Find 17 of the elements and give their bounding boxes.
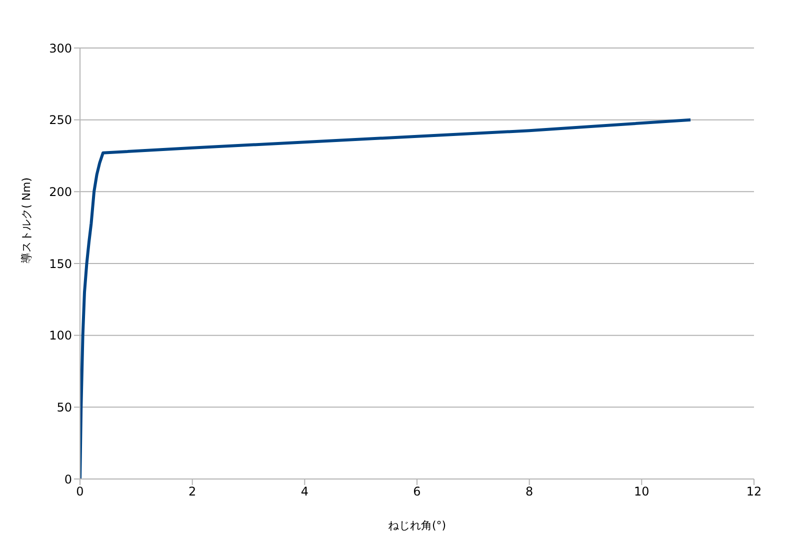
x-tick-label: 10	[634, 484, 650, 499]
y-axis-title: 導ストルク( Nm)	[20, 177, 33, 264]
x-tick-label: 8	[526, 484, 534, 499]
y-tick-label: 50	[56, 400, 72, 414]
y-tick-label: 300	[49, 41, 72, 56]
x-tick-label: 12	[746, 484, 762, 499]
line-series	[80, 118, 692, 479]
x-tick-label: 0	[76, 484, 84, 499]
x-tick-label: 2	[188, 484, 196, 499]
y-tick-label: 250	[49, 113, 72, 128]
x-tick-label: 6	[413, 484, 421, 499]
x-axis-title: ねじれ角(°)	[388, 519, 446, 532]
x-tick-label: 4	[300, 484, 308, 499]
y-tick-label: 200	[49, 184, 72, 199]
y-tick-label: 0	[64, 472, 72, 486]
y-tick-label: 150	[49, 256, 72, 271]
y-tick-label: 100	[49, 328, 72, 343]
